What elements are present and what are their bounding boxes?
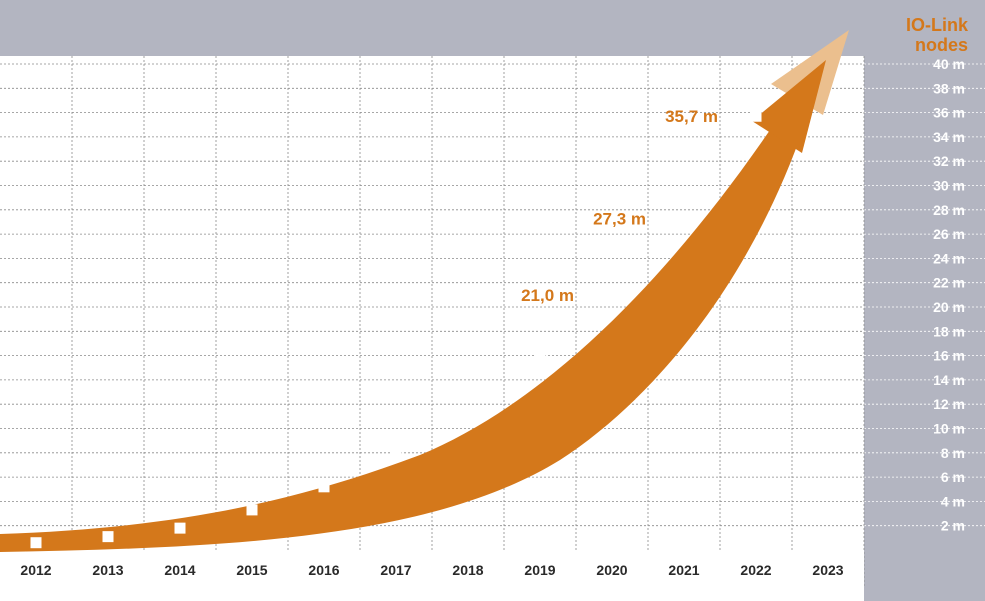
x-tick-label: 2017 <box>380 562 411 578</box>
x-tick-label: 2021 <box>668 562 699 578</box>
data-point-marker <box>750 110 762 122</box>
y-tick-label: 32 m <box>933 153 965 169</box>
arrow-head <box>752 60 826 153</box>
growth-arrow <box>0 30 849 552</box>
x-axis-band <box>0 550 864 588</box>
y-tick-label: 26 m <box>933 226 965 242</box>
chart-title-line-2: nodes <box>915 35 968 55</box>
data-point-marker <box>606 289 618 301</box>
data-point-marker <box>174 522 186 534</box>
top-band <box>0 0 985 56</box>
y-tick-label: 34 m <box>933 129 965 145</box>
chart-title-line-1: IO-Link <box>906 15 969 35</box>
x-tick-label: 2023 <box>812 562 843 578</box>
x-tick-label: 2014 <box>164 562 195 578</box>
y-tick-label: 4 m <box>941 493 965 509</box>
data-point-marker <box>102 531 114 543</box>
y-tick-label: 38 m <box>933 80 965 96</box>
x-tick-label: 2013 <box>92 562 123 578</box>
y-tick-label: 36 m <box>933 105 965 121</box>
y-tick-label: 16 m <box>933 348 965 364</box>
data-label: 35,7 m <box>665 107 718 126</box>
data-point-marker <box>534 348 546 360</box>
y-tick-label: 30 m <box>933 178 965 194</box>
x-tick-label: 2015 <box>236 562 267 578</box>
data-point-marker <box>462 407 474 419</box>
data-point-marker <box>246 504 258 516</box>
y-axis-ticks: 2 m 4 m 6 m 8 m 10 m 12 m 14 m 16 m 18 m 20 m 22 m… <box>933 56 965 534</box>
x-tick-label: 2018 <box>452 562 483 578</box>
y-tick-label: 24 m <box>933 250 965 266</box>
x-tick-label: 2019 <box>524 562 555 578</box>
y-tick-label: 8 m <box>941 445 965 461</box>
y-tick-label: 12 m <box>933 396 965 412</box>
y-tick-label: 6 m <box>941 469 965 485</box>
data-point-marker <box>30 537 42 549</box>
y-tick-label: 20 m <box>933 299 965 315</box>
data-points <box>30 110 762 549</box>
data-point-marker <box>318 481 330 493</box>
y-tick-label: 28 m <box>933 202 965 218</box>
arrow-band <box>0 102 812 552</box>
x-tick-label: 2016 <box>308 562 339 578</box>
x-tick-label: 2022 <box>740 562 771 578</box>
y-tick-label: 40 m <box>933 56 965 72</box>
y-axis-panel <box>864 56 985 601</box>
y-tick-label: 18 m <box>933 323 965 339</box>
data-label: 21,0 m <box>521 286 574 305</box>
y-tick-label: 2 m <box>941 518 965 534</box>
y-tick-label: 10 m <box>933 421 965 437</box>
data-point-marker <box>390 446 402 458</box>
y-tick-label: 14 m <box>933 372 965 388</box>
data-label: 27,3 m <box>593 209 646 228</box>
data-point-marker <box>678 212 690 224</box>
y-tick-label: 22 m <box>933 275 965 291</box>
x-axis-ticks: 2012 2013 2014 2015 2016 2017 2018 2019 2020 2021… <box>20 562 843 578</box>
x-tick-label: 2020 <box>596 562 627 578</box>
data-labels: 21,0 m 27,3 m 35,7 m <box>521 107 718 305</box>
x-tick-label: 2012 <box>20 562 51 578</box>
